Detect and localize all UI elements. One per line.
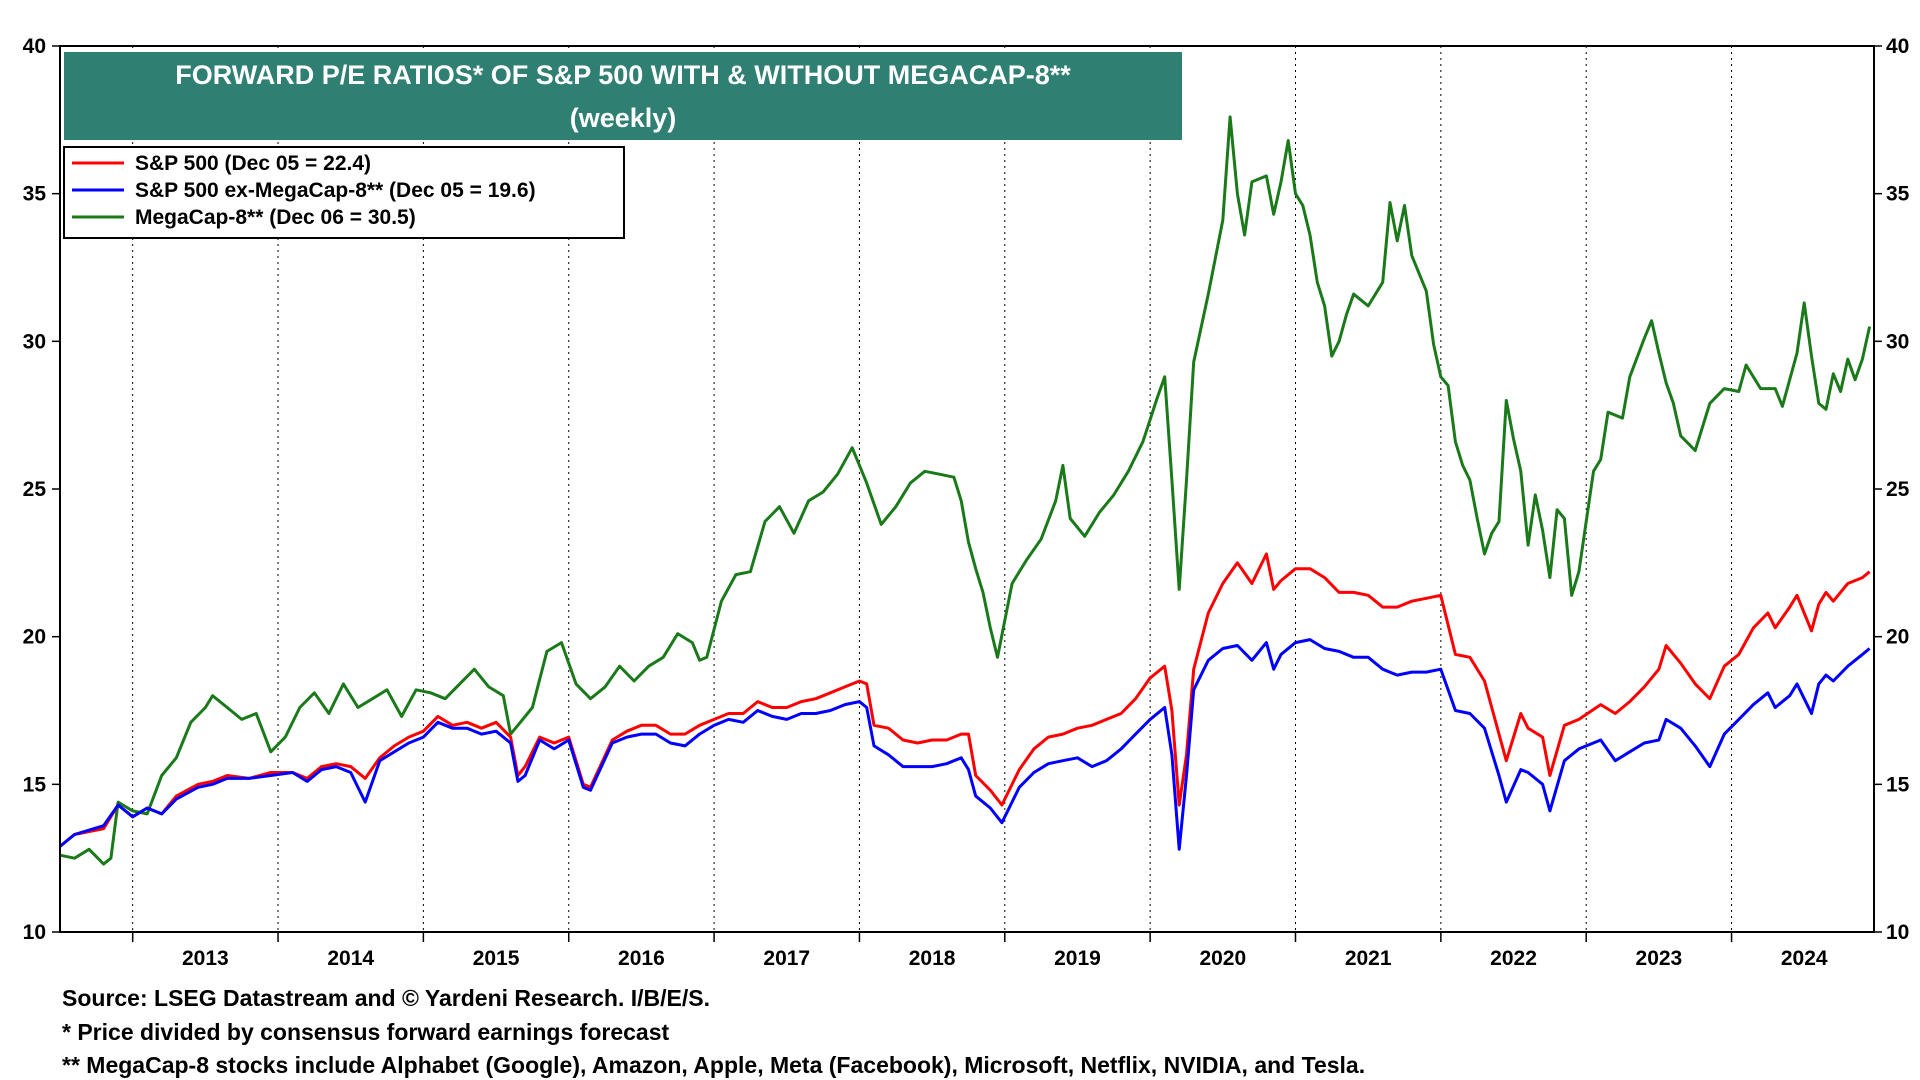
legend-label-sp500: S&P 500 (Dec 05 = 22.4) [135, 152, 371, 175]
x-tick-label: 2023 [1636, 947, 1683, 970]
year-gridlines [132, 46, 1733, 932]
x-tick-label: 2014 [327, 947, 374, 970]
y-tick-label-left: 15 [23, 773, 47, 796]
x-tick-label: 2013 [182, 947, 229, 970]
title-background [64, 52, 1182, 140]
y-tick-label-right: 15 [1886, 773, 1910, 796]
x-tick-label: 2015 [473, 947, 520, 970]
y-tick-label-right: 40 [1886, 35, 1909, 58]
x-tick-label: 2022 [1490, 947, 1537, 970]
footnote-forward-earnings: * Price divided by consensus forward ear… [62, 1019, 670, 1045]
chart-subtitle: (weekly) [570, 103, 677, 133]
x-tick-label: 2017 [763, 947, 810, 970]
series-layer [59, 115, 1872, 866]
legend-label-ex-megacap: S&P 500 ex-MegaCap-8** (Dec 05 = 19.6) [135, 179, 536, 202]
x-tick-label: 2016 [618, 947, 665, 970]
legend-label-megacap: MegaCap-8** (Dec 06 = 30.5) [135, 206, 416, 229]
x-tick-label: 2020 [1199, 947, 1246, 970]
y-tick-label-right: 10 [1886, 921, 1909, 944]
y-axis-right: 10 15 20 25 30 35 40 [1874, 35, 1910, 944]
y-tick-label-right: 25 [1886, 478, 1910, 501]
x-axis: 2013 2014 2015 2016 2017 2018 2019 2020 2021 2022… [131, 932, 1828, 970]
y-tick-label-right: 35 [1886, 183, 1910, 206]
x-tick-label: 2021 [1345, 947, 1392, 970]
y-tick-label-right: 30 [1886, 330, 1909, 353]
legend-box [63, 146, 625, 239]
y-tick-label-left: 10 [23, 921, 46, 944]
y-tick-label-left: 40 [23, 35, 46, 58]
chart-title: FORWARD P/E RATIOS* OF S&P 500 WITH & WI… [175, 60, 1071, 90]
legend: S&P 500 (Dec 05 = 22.4) S&P 500 ex-MegaC… [63, 146, 625, 239]
y-tick-label-left: 25 [23, 478, 47, 501]
chart-title-box: FORWARD P/E RATIOS* OF S&P 500 WITH & WI… [64, 52, 1182, 140]
y-tick-label-right: 20 [1886, 626, 1909, 649]
x-tick-label: 2019 [1054, 947, 1101, 970]
y-tick-label-left: 35 [23, 183, 47, 206]
y-axis-left: 10 15 20 25 30 35 40 [23, 35, 60, 944]
footnote-megacap-members: ** MegaCap-8 stocks include Alphabet (Go… [62, 1052, 1366, 1078]
series-line-sp500 [59, 552, 1871, 848]
series-line-megacap [59, 115, 1872, 866]
y-tick-label-left: 30 [23, 330, 46, 353]
y-tick-label-left: 20 [23, 626, 46, 649]
x-tick-label: 2024 [1781, 947, 1828, 970]
source-note: Source: LSEG Datastream and © Yardeni Re… [62, 985, 710, 1011]
series-line-ex-megacap [59, 638, 1871, 851]
x-tick-label: 2018 [909, 947, 956, 970]
